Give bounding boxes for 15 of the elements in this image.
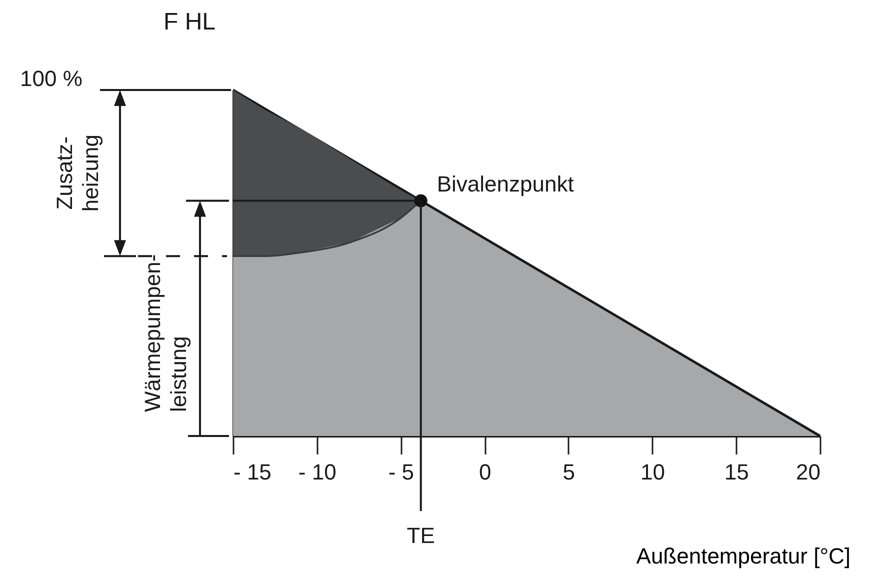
x-axis-title: Außentemperatur [°C] bbox=[636, 544, 850, 568]
ref-line-label: TE bbox=[406, 523, 435, 548]
x-tick-label: - 15 bbox=[234, 460, 272, 484]
x-tick-label: 10 bbox=[640, 460, 666, 484]
annotation: Bivalenzpunkt bbox=[436, 172, 574, 197]
y-axis-title: F HL bbox=[164, 8, 216, 36]
text: Zusatz- heizung bbox=[52, 134, 103, 212]
x-tick-label: - 10 bbox=[298, 460, 336, 484]
x-tick-label: 20 bbox=[796, 460, 820, 484]
text: Wärmepumpen- leistung bbox=[140, 254, 191, 412]
x-tick-label: 15 bbox=[724, 460, 749, 484]
x-tick-label: 0 bbox=[478, 460, 492, 484]
x-tick-label: 5 bbox=[562, 460, 576, 484]
text: 100 % bbox=[20, 66, 82, 91]
x-tick-label: - 5 bbox=[388, 460, 414, 484]
